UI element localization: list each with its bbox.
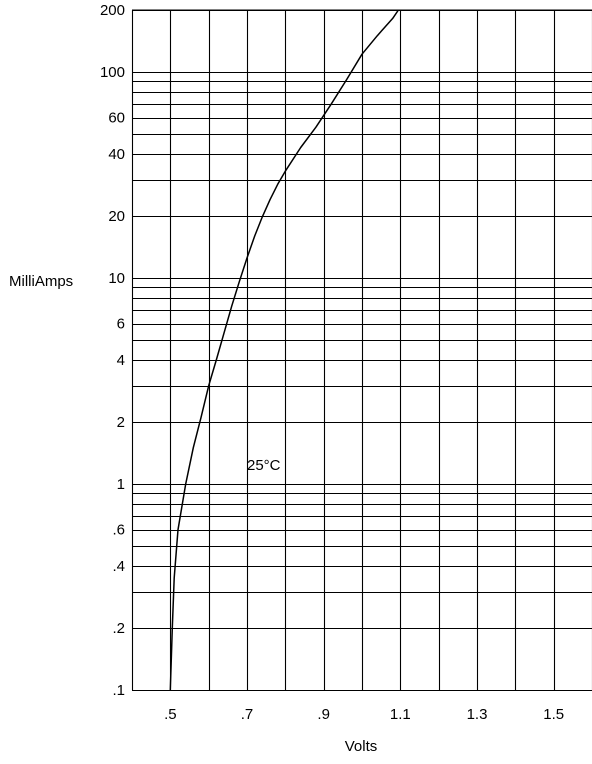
y-tick-label: .4 [112, 558, 125, 575]
y-tick-label: 1 [117, 476, 125, 493]
y-tick-label: 2 [117, 414, 125, 431]
series-layer [169, 9, 400, 691]
x-tick-label: .7 [241, 706, 254, 723]
y-tick-label: 60 [108, 110, 125, 127]
x-axis-label: Volts [345, 738, 378, 755]
y-tick-label: 6 [117, 316, 125, 333]
x-tick-label: .9 [317, 706, 330, 723]
x-tick-label: 1.5 [543, 706, 564, 723]
y-tick-label: 100 [100, 64, 125, 81]
y-tick-label: .6 [112, 522, 125, 539]
series-line [169, 9, 400, 691]
y-tick-label: .2 [112, 620, 125, 637]
x-tick-label: .5 [164, 706, 177, 723]
x-tick-label: 1.3 [467, 706, 488, 723]
y-tick-label: 10 [108, 270, 125, 287]
y-tick-label: .1 [112, 682, 125, 699]
y-tick-label: 200 [100, 2, 125, 19]
y-tick-label: 40 [108, 146, 125, 163]
label-layer: .5 .7 .9 1.1 1.3 1.5 .1 .2 .4 .6 1 2 4 6 10 20 40 60 100 20… [100, 2, 564, 723]
y-tick-label: 4 [117, 352, 125, 369]
x-tick-label: 1.1 [390, 706, 411, 723]
y-axis-label: MilliAmps [9, 273, 73, 290]
temperature-annotation: 25°C [247, 457, 281, 474]
grid [131, 9, 592, 692]
y-tick-label: 20 [108, 208, 125, 225]
